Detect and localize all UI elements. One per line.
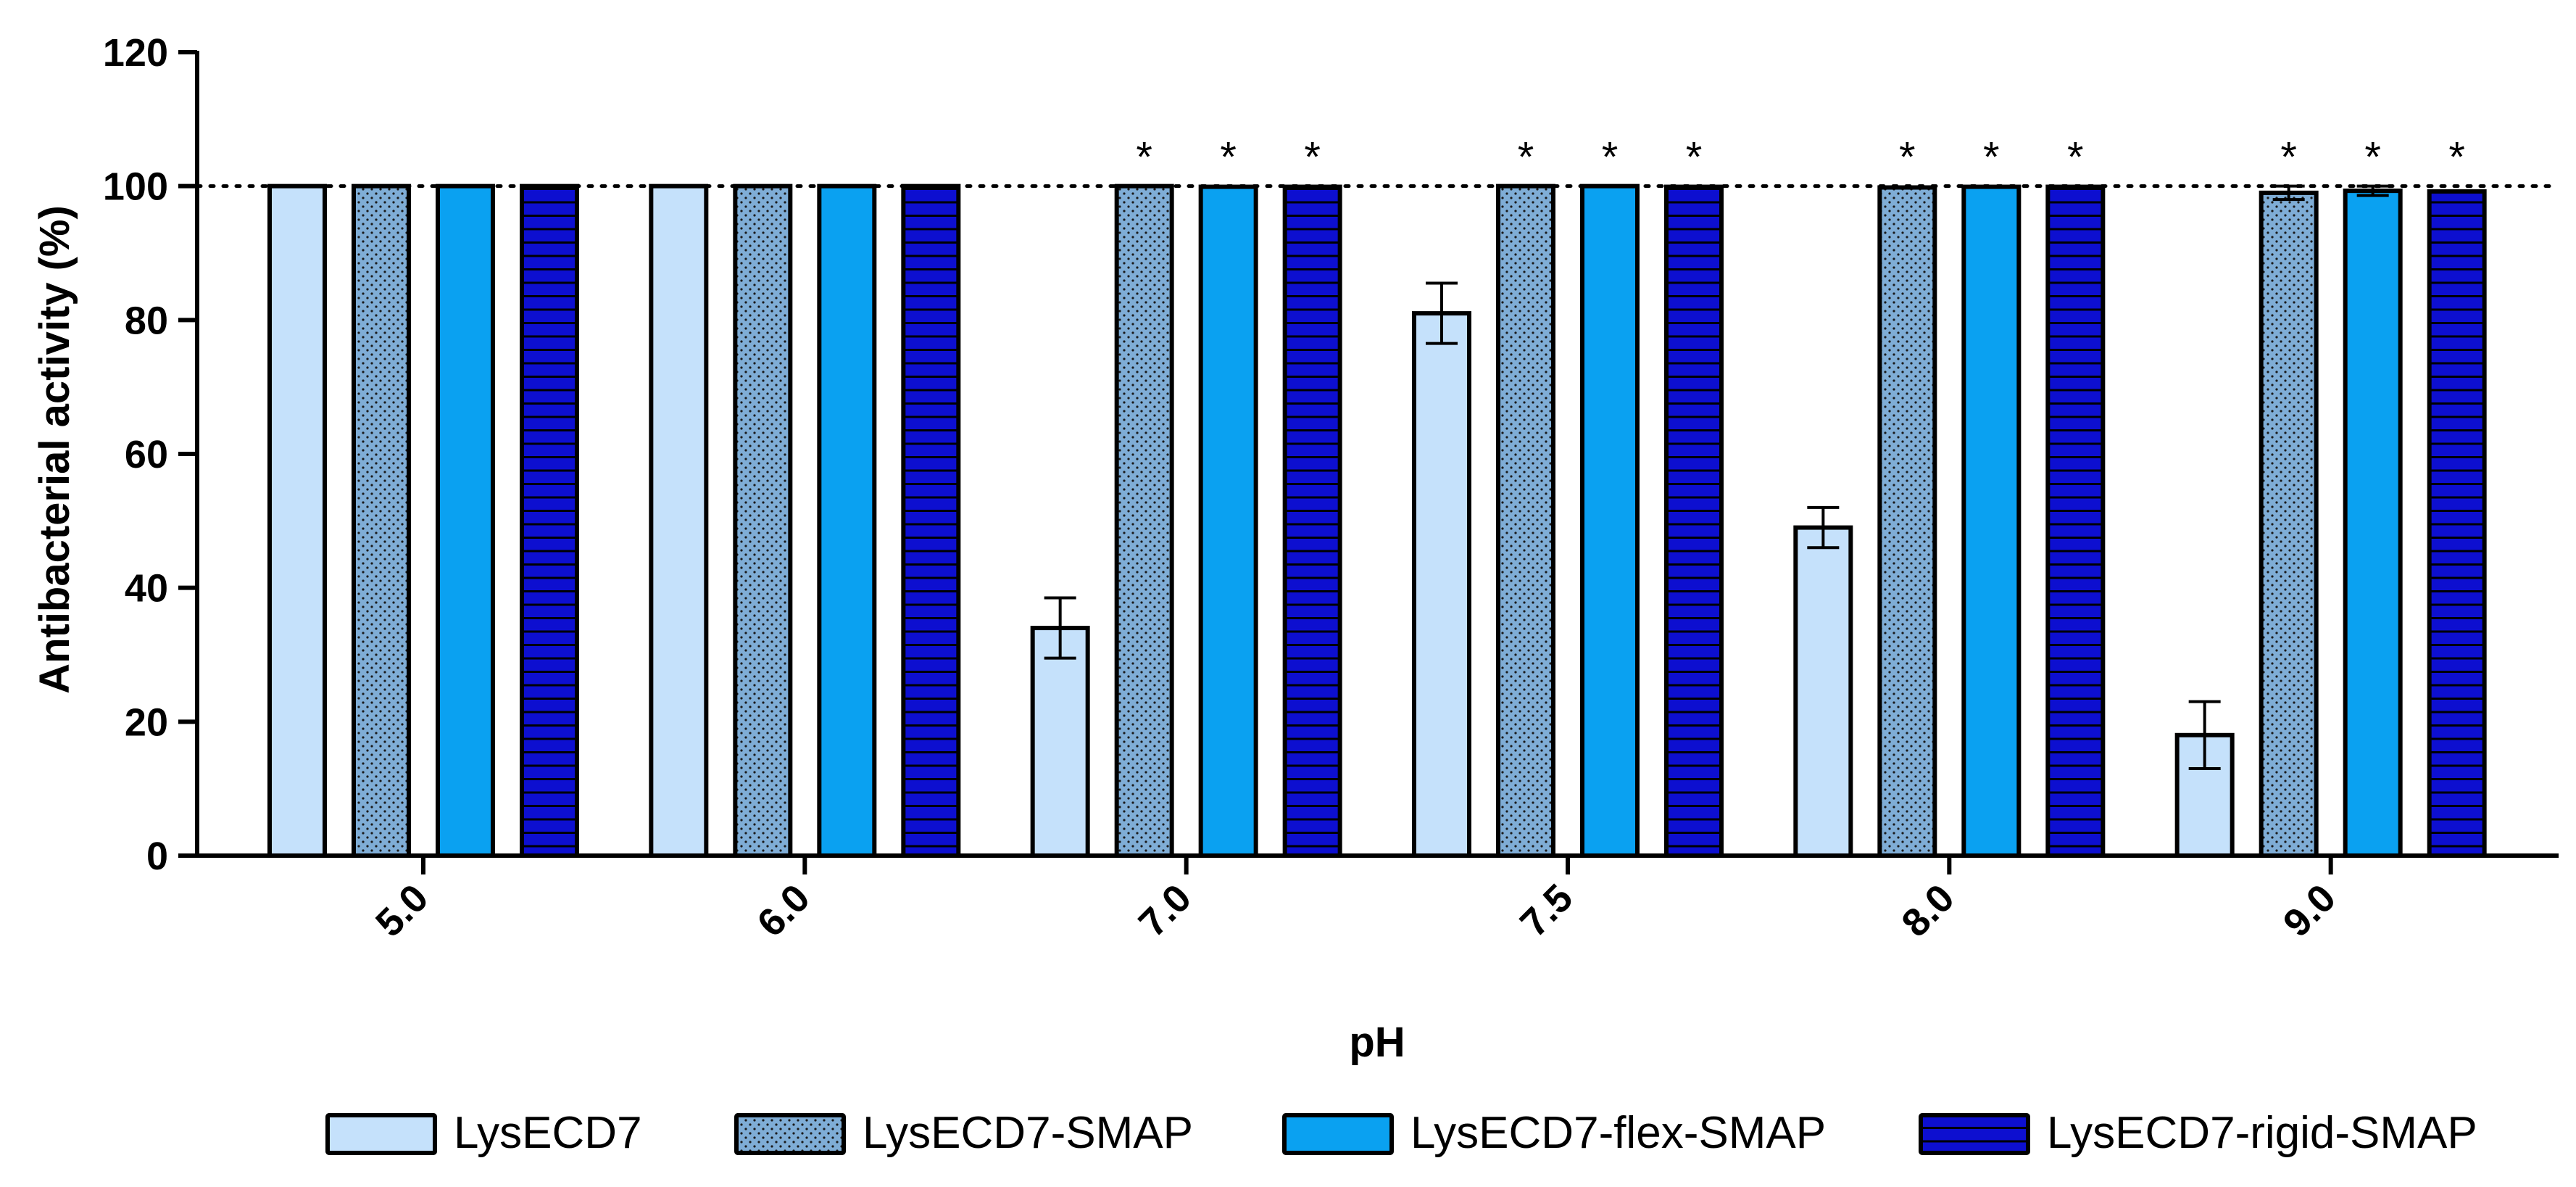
bar-LysECD7-rigid-SMAP-9.0: [2427, 189, 2487, 858]
legend-swatch-LysECD7: [325, 1113, 437, 1155]
legend-swatch-LysECD7-SMAP: [734, 1113, 846, 1155]
plot-area: * * * * * * * * * * * * 0 20 40 60 80 100 120 5.0 6.0 7.0 7.5 8…: [103, 31, 2561, 946]
bar-LysECD7-flex-SMAP-9.0: [2343, 189, 2403, 858]
x-tick-label-7.5: 7.5: [1512, 876, 1582, 946]
x-tick-label-9.0: 9.0: [2275, 876, 2345, 946]
bar-LysECD7-7.5: [1412, 311, 1471, 859]
bar-LysECD7-flex-SMAP-7.0: [1198, 184, 1258, 858]
significance-marker-LysECD7-SMAP-7.5: *: [1518, 134, 1534, 181]
significance-marker-LysECD7-flex-SMAP-7.5: *: [1602, 134, 1619, 181]
y-tick-label-120: 120: [103, 31, 168, 75]
x-tick-label-6.0: 6.0: [749, 876, 818, 946]
bar-LysECD7-SMAP-8.0: [1877, 185, 1937, 859]
bar-LysECD7-flex-SMAP-7.5: [1580, 183, 1640, 858]
significance-marker-LysECD7-flex-SMAP-7.0: *: [1220, 134, 1237, 181]
bar-LysECD7-5.0: [267, 183, 327, 858]
x-tick-label-8.0: 8.0: [1893, 876, 1963, 946]
y-tick-label-60: 60: [125, 433, 168, 476]
legend-label-LysECD7-flex-SMAP: LysECD7-flex-SMAP: [1410, 1108, 1826, 1158]
significance-marker-LysECD7-SMAP-9.0: *: [2280, 134, 2297, 181]
legend-swatch-LysECD7-flex-SMAP: [1282, 1113, 1394, 1155]
legend-label-LysECD7-rigid-SMAP: LysECD7-rigid-SMAP: [2047, 1108, 2477, 1158]
y-tick-label-20: 20: [125, 700, 168, 744]
bar-LysECD7-flex-SMAP-6.0: [817, 183, 877, 858]
x-axis-label: pH: [1349, 1019, 1405, 1066]
bar-LysECD7-rigid-SMAP-8.0: [2045, 184, 2106, 858]
bar-LysECD7-rigid-SMAP-7.0: [1282, 184, 1342, 858]
significance-marker-LysECD7-rigid-SMAP-8.0: *: [2067, 134, 2084, 181]
significance-marker-LysECD7-rigid-SMAP-7.0: *: [1304, 134, 1321, 181]
significance-marker-LysECD7-rigid-SMAP-9.0: *: [2448, 134, 2465, 181]
bar-LysECD7-SMAP-6.0: [733, 183, 793, 858]
significance-marker-LysECD7-SMAP-8.0: *: [1899, 134, 1916, 181]
x-tick-label-5.0: 5.0: [367, 876, 437, 946]
legend-label-LysECD7-SMAP: LysECD7-SMAP: [863, 1108, 1193, 1158]
y-tick-label-100: 100: [103, 165, 168, 209]
legend: LysECD7 LysECD7-SMAP LysECD7-flex-SMAP LysE…: [325, 1108, 2477, 1158]
bar-LysECD7-SMAP-7.0: [1114, 183, 1174, 858]
legend-label-LysECD7: LysECD7: [454, 1108, 642, 1158]
significance-marker-LysECD7-flex-SMAP-8.0: *: [1983, 134, 2000, 181]
y-tick-label-40: 40: [125, 567, 168, 611]
bar-LysECD7-SMAP-7.5: [1496, 183, 1555, 858]
y-axis-label: Antibacterial activity (%): [31, 205, 78, 694]
x-tick-label-7.0: 7.0: [1131, 876, 1200, 946]
y-tick-label-0: 0: [146, 835, 168, 878]
bar-LysECD7-6.0: [649, 183, 709, 858]
bar-LysECD7-flex-SMAP-8.0: [1961, 184, 2022, 858]
y-tick-label-80: 80: [125, 299, 168, 342]
bar-LysECD7-rigid-SMAP-7.5: [1664, 184, 1724, 858]
bar-LysECD7-flex-SMAP-5.0: [436, 183, 495, 858]
significance-marker-LysECD7-SMAP-7.0: *: [1136, 134, 1152, 181]
bar-LysECD7-SMAP-5.0: [352, 183, 411, 858]
bar-LysECD7-8.0: [1793, 525, 1853, 858]
bar-LysECD7-rigid-SMAP-6.0: [901, 183, 961, 858]
significance-marker-LysECD7-rigid-SMAP-7.5: *: [1686, 134, 1703, 181]
significance-marker-LysECD7-flex-SMAP-9.0: *: [2364, 134, 2381, 181]
bar-LysECD7-rigid-SMAP-5.0: [520, 183, 579, 858]
legend-swatch-LysECD7-rigid-SMAP: [1919, 1113, 2030, 1155]
bar-LysECD7-SMAP-9.0: [2259, 190, 2319, 858]
bar-LysECD7-7.0: [1030, 626, 1090, 858]
